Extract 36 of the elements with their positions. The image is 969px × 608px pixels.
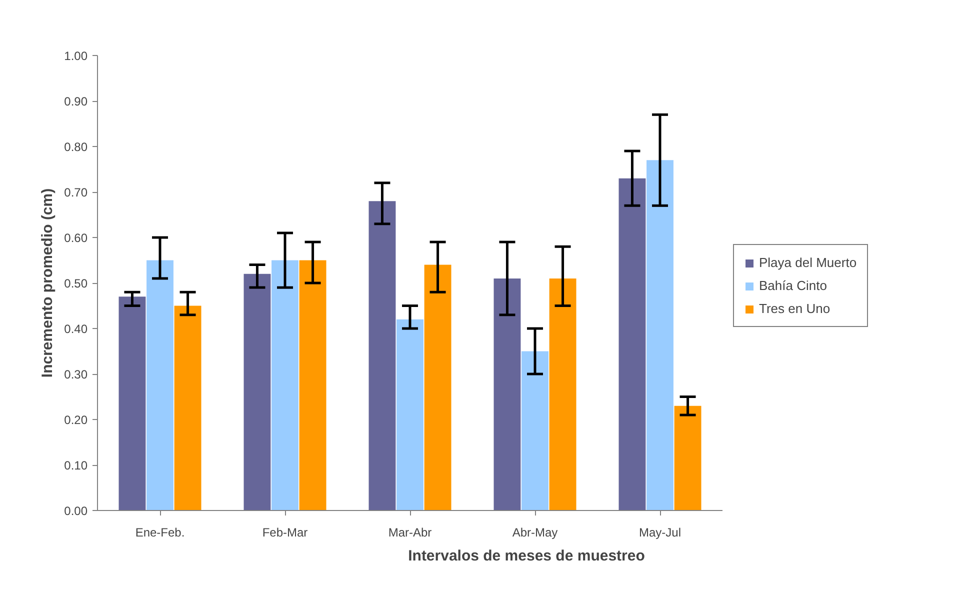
- y-tick-label: 0.70: [64, 186, 88, 200]
- x-tick-label: May-Jul: [638, 526, 682, 540]
- y-tick-label: 0.60: [64, 231, 88, 245]
- x-axis-title: Intervalos de meses de muestreo: [408, 548, 645, 564]
- y-tick-label: 0.00: [64, 504, 88, 518]
- x-tick-label: Feb-Mar: [262, 526, 308, 540]
- bar: [522, 351, 548, 510]
- y-tick-label: 0.90: [64, 94, 88, 108]
- legend-label: Bahía Cinto: [759, 278, 827, 293]
- bar: [272, 260, 298, 510]
- bar: [646, 160, 674, 510]
- bar: [494, 278, 521, 510]
- x-tick-label: Abr-May: [512, 526, 558, 540]
- bar: [674, 406, 702, 510]
- x-tick-label: Ene-Feb.: [135, 526, 185, 540]
- x-tick-label: Mar-Abr: [388, 526, 432, 540]
- bar: [118, 296, 146, 510]
- bar: [396, 319, 424, 510]
- bar: [368, 201, 396, 510]
- bar: [299, 260, 326, 510]
- bar: [424, 264, 452, 510]
- legend-label: Tres en Uno: [759, 301, 830, 316]
- bar: [146, 260, 174, 510]
- bar: [549, 278, 576, 510]
- y-tick-label: 0.30: [64, 368, 88, 382]
- y-axis-title: Incremento promedio (cm): [39, 188, 56, 378]
- bar: [244, 274, 271, 510]
- legend-label: Playa del Muerto: [759, 255, 857, 270]
- y-tick-label: 0.20: [64, 413, 88, 427]
- y-tick-label: 0.50: [64, 276, 88, 290]
- bar: [618, 178, 646, 510]
- y-tick-label: 0.80: [64, 140, 88, 154]
- y-tick-label: 1.00: [64, 49, 88, 63]
- bar: [174, 306, 202, 510]
- y-tick-label: 0.40: [64, 322, 88, 336]
- y-tick-label: 0.10: [64, 458, 88, 472]
